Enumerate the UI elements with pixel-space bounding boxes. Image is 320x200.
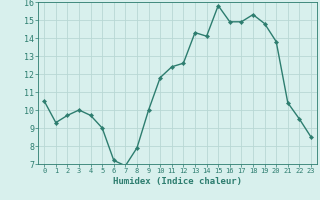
X-axis label: Humidex (Indice chaleur): Humidex (Indice chaleur) — [113, 177, 242, 186]
